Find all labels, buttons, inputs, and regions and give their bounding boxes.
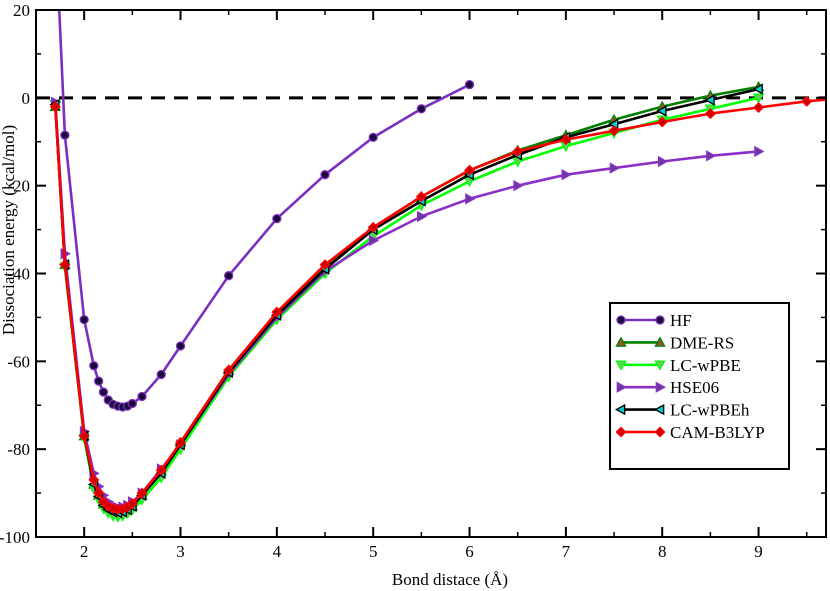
legend-marker [616,315,626,325]
data-point-hse06 [368,234,380,247]
legend-label: CAM-B3LYP [670,423,765,442]
legend-marker [654,403,665,416]
data-point-cam-b3lyp [49,101,61,113]
data-point-hf [175,341,186,351]
legend: HF DME-RS LC-wPBE HSE06 LC-wPBEh CAM-B3LYP [609,302,790,470]
data-point-hf [98,387,109,397]
data-point-cam-b3lyp [753,101,765,114]
legend-entry-lc-wpbe: LC-wPBE [615,356,741,375]
x-tick-label: 5 [369,542,378,561]
data-point-cam-b3lyp [271,306,283,318]
data-point-lc-wpbeh [752,83,763,95]
data-point-hf [224,271,234,281]
data-point-lc-wpbe [752,93,765,104]
y-tick-label: -60 [7,352,30,371]
series-hf [57,10,475,412]
data-point-hse06 [706,150,717,162]
legend-label: HSE06 [670,378,719,397]
data-point-hf [416,104,427,114]
legend-entry-cam-b3lyp: CAM-B3LYP [615,423,765,442]
y-tick-label: -40 [7,265,30,284]
ticks-layer: 2 3 4 5 6 7 8 9 -100 -80 -60 -40 -20 0 20 [0,1,826,561]
data-point-cam-b3lyp [415,191,427,203]
data-point-cam-b3lyp [136,487,148,499]
legend-marker [655,315,665,325]
data-point-hse06 [417,210,428,223]
y-tick-label: -80 [7,440,30,459]
y-tick-label: 0 [22,89,31,108]
y-tick-label: 20 [13,1,30,20]
legend-marker [654,336,666,347]
data-point-hf [272,213,282,224]
data-point-cam-b3lyp [126,498,138,510]
data-point-cam-b3lyp [560,134,572,146]
data-point-hf [368,132,378,143]
x-tick-label: 6 [465,542,474,561]
data-point-hf [137,391,147,402]
data-point-cam-b3lyp [155,464,167,476]
legend-entry-lc-wpbeh: LC-wPBEh [615,401,750,420]
data-point-cam-b3lyp [223,364,235,376]
data-point-hse06 [609,162,620,174]
data-point-cam-b3lyp [319,259,331,271]
data-point-hf [464,80,475,90]
y-tick-label: -100 [0,528,30,547]
legend-marker [616,381,627,393]
data-point-hse06 [465,193,476,205]
data-point-hf [156,369,166,380]
data-point-cam-b3lyp [608,125,620,137]
data-point-cam-b3lyp [59,259,71,271]
data-point-hse06 [754,145,765,158]
data-point-cam-b3lyp [78,430,90,442]
x-axis-title: Bond distace (Å) [392,570,508,589]
data-point-cam-b3lyp [464,164,476,176]
data-point-hf [127,398,137,409]
data-point-cam-b3lyp [174,437,187,449]
x-tick-label: 4 [273,542,282,561]
legend-marker [654,426,666,438]
data-point-hse06 [561,168,572,181]
data-point-hse06 [513,179,524,192]
legend-label: LC-wPBE [670,356,741,375]
legend-entry-hf: HF [616,311,692,330]
data-point-lc-wpbeh [704,94,715,106]
data-point-cam-b3lyp [704,108,716,120]
legend-marker [655,381,666,393]
data-point-hf [89,361,99,371]
x-tick-label: 7 [562,542,571,561]
legend-label: LC-wPBEh [670,401,750,420]
x-tick-label: 9 [754,542,763,561]
data-point-lc-wpbeh [656,105,667,117]
series-layer [36,10,826,523]
legend-label: HF [670,311,692,330]
data-point-cam-b3lyp [801,95,813,107]
data-point-hf [60,130,70,140]
legend-marker [615,336,627,347]
data-point-cam-b3lyp [367,221,379,233]
y-tick-label: -20 [7,177,30,196]
legend-entry-dme-rs: DME-RS [615,333,734,352]
data-point-cam-b3lyp [656,116,668,128]
legend-marker [654,360,666,371]
x-tick-label: 2 [80,542,89,561]
data-point-hf [79,314,89,325]
data-point-hf [320,170,330,180]
legend-entry-hse06: HSE06 [616,378,719,397]
y-axis-title: Dissociation energy (kcal/mol) [0,125,18,335]
data-point-hse06 [657,155,669,168]
legend-marker [615,360,627,371]
x-tick-label: 8 [658,542,667,561]
data-point-cam-b3lyp [88,474,100,486]
legend-marker [615,403,626,416]
x-tick-label: 3 [176,542,185,561]
legend-label: DME-RS [670,333,734,352]
data-point-cam-b3lyp [93,487,105,499]
data-point-hf [93,376,104,386]
legend-marker [615,426,627,438]
data-point-cam-b3lyp [512,145,524,157]
series-cam-b3lyp [49,95,826,515]
